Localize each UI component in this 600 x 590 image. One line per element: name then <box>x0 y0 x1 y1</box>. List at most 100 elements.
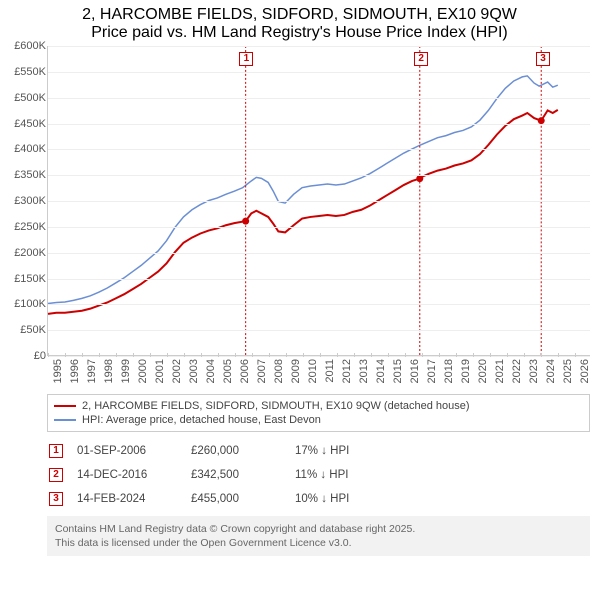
x-tick <box>354 353 355 357</box>
y-gridline <box>48 227 590 228</box>
y-axis-label: £100K <box>14 298 46 310</box>
y-axis-label: £300K <box>14 195 46 207</box>
y-gridline <box>48 201 590 202</box>
x-axis-label: 2014 <box>375 359 387 383</box>
table-row: 1 01-SEP-2006 £260,000 17% ↓ HPI <box>47 440 590 464</box>
series-hpi <box>48 76 558 304</box>
event-date: 14-FEB-2024 <box>77 493 177 505</box>
y-axis-label: £500K <box>14 92 46 104</box>
x-axis-label: 2003 <box>188 359 200 383</box>
event-point <box>242 218 249 225</box>
event-price: £260,000 <box>191 445 281 457</box>
x-axis-label: 2017 <box>426 359 438 383</box>
x-tick <box>48 353 49 357</box>
event-marker: 3 <box>49 492 63 506</box>
legend: 2, HARCOMBE FIELDS, SIDFORD, SIDMOUTH, E… <box>47 394 590 432</box>
x-tick <box>82 353 83 357</box>
x-tick <box>337 353 338 357</box>
event-date: 01-SEP-2006 <box>77 445 177 457</box>
legend-label: 2, HARCOMBE FIELDS, SIDFORD, SIDMOUTH, E… <box>82 400 470 412</box>
x-axis-label: 2025 <box>562 359 574 383</box>
y-axis-label: £550K <box>14 66 46 78</box>
x-axis-label: 1997 <box>86 359 98 383</box>
x-tick <box>541 353 542 357</box>
y-gridline <box>48 356 590 357</box>
event-date: 14-DEC-2016 <box>77 469 177 481</box>
x-tick <box>388 353 389 357</box>
x-axis-label: 2008 <box>273 359 285 383</box>
x-tick <box>65 353 66 357</box>
x-tick <box>405 353 406 357</box>
y-gridline <box>48 98 590 99</box>
x-axis-label: 1995 <box>52 359 64 383</box>
x-axis-label: 1999 <box>120 359 132 383</box>
chart-plot: £0£50K£100K£150K£200K£250K£300K£350K£400… <box>47 46 590 356</box>
legend-swatch <box>54 405 76 407</box>
y-gridline <box>48 279 590 280</box>
x-tick <box>320 353 321 357</box>
legend-item: HPI: Average price, detached house, East… <box>54 413 583 427</box>
x-tick <box>201 353 202 357</box>
y-axis-label: £600K <box>14 40 46 52</box>
x-tick <box>439 353 440 357</box>
x-tick <box>218 353 219 357</box>
x-tick <box>456 353 457 357</box>
event-marker: 3 <box>536 52 550 66</box>
footer-line1: Contains HM Land Registry data © Crown c… <box>55 522 582 536</box>
y-gridline <box>48 149 590 150</box>
y-axis-label: £50K <box>20 324 46 336</box>
y-axis-label: £450K <box>14 118 46 130</box>
x-axis-label: 2019 <box>460 359 472 383</box>
x-tick <box>507 353 508 357</box>
x-axis-label: 2018 <box>443 359 455 383</box>
chart-title: 2, HARCOMBE FIELDS, SIDFORD, SIDMOUTH, E… <box>5 6 594 42</box>
x-axis-label: 2015 <box>392 359 404 383</box>
x-tick <box>303 353 304 357</box>
x-axis-label: 2024 <box>545 359 557 383</box>
x-axis-label: 2001 <box>154 359 166 383</box>
event-price: £342,500 <box>191 469 281 481</box>
y-gridline <box>48 175 590 176</box>
event-pct: 10% ↓ HPI <box>295 493 385 505</box>
y-axis-label: £250K <box>14 221 46 233</box>
x-axis-label: 2026 <box>579 359 591 383</box>
x-axis-label: 2009 <box>290 359 302 383</box>
event-marker: 1 <box>49 444 63 458</box>
x-tick <box>490 353 491 357</box>
x-tick <box>167 353 168 357</box>
x-axis-label: 2023 <box>528 359 540 383</box>
x-tick <box>150 353 151 357</box>
event-pct: 17% ↓ HPI <box>295 445 385 457</box>
legend-swatch <box>54 419 76 421</box>
x-tick <box>558 353 559 357</box>
x-axis-label: 2012 <box>341 359 353 383</box>
x-tick <box>99 353 100 357</box>
table-row: 314-FEB-2024£455,00010% ↓ HPI <box>47 488 590 512</box>
x-tick <box>286 353 287 357</box>
x-axis-label: 2021 <box>494 359 506 383</box>
y-gridline <box>48 304 590 305</box>
y-axis-label: £400K <box>14 143 46 155</box>
x-tick <box>371 353 372 357</box>
title-line2: Price paid vs. HM Land Registry's House … <box>5 24 594 42</box>
event-marker: 2 <box>414 52 428 66</box>
event-marker: 1 <box>239 52 253 66</box>
x-tick <box>422 353 423 357</box>
x-tick <box>184 353 185 357</box>
x-axis-label: 2011 <box>324 359 336 383</box>
y-axis-label: £0 <box>34 350 46 362</box>
legend-item: 2, HARCOMBE FIELDS, SIDFORD, SIDMOUTH, E… <box>54 399 583 413</box>
x-tick <box>116 353 117 357</box>
table-row: 214-DEC-2016£342,50011% ↓ HPI <box>47 464 590 488</box>
x-axis-label: 2005 <box>222 359 234 383</box>
y-axis-label: £150K <box>14 273 46 285</box>
y-axis-label: £200K <box>14 247 46 259</box>
x-axis-label: 2010 <box>307 359 319 383</box>
x-tick <box>575 353 576 357</box>
y-gridline <box>48 330 590 331</box>
event-point <box>416 175 423 182</box>
x-axis-label: 2006 <box>239 359 251 383</box>
y-gridline <box>48 253 590 254</box>
footer-line2: This data is licensed under the Open Gov… <box>55 536 582 550</box>
x-tick <box>252 353 253 357</box>
